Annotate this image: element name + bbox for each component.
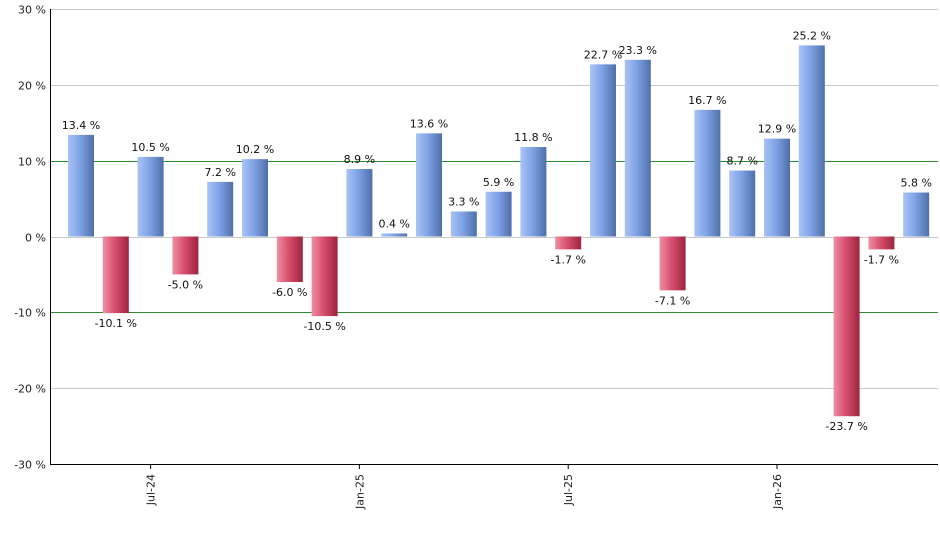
x-tick-label: Jul-24 xyxy=(145,474,158,506)
positive-bar xyxy=(520,147,547,237)
data-label: -10.1 % xyxy=(95,317,137,330)
negative-bar xyxy=(311,236,338,317)
positive-bar xyxy=(68,134,94,237)
data-labels: 13.4 % -10.1 % 10.5 % -5.0 % 7.2 %10.2 % -6.0… xyxy=(62,29,932,433)
data-label: 7.2 % xyxy=(204,166,235,179)
positive-bar xyxy=(694,109,721,237)
data-label: 5.9 % xyxy=(483,176,514,189)
data-label: -6.0 % xyxy=(272,286,307,299)
positive-bar xyxy=(590,64,616,237)
data-label: 13.4 % xyxy=(62,119,100,132)
data-label: 3.3 % xyxy=(448,195,479,208)
y-tick-label: -30 % xyxy=(14,459,46,472)
negative-bar xyxy=(868,236,895,250)
negative-bar xyxy=(555,236,582,250)
data-label: 0.4 % xyxy=(378,217,409,230)
data-label: -7.1 % xyxy=(655,294,690,307)
y-tick-label: 20 % xyxy=(18,80,46,93)
positive-bar xyxy=(764,138,790,237)
data-label: 16.7 % xyxy=(688,94,726,107)
negative-bar xyxy=(276,236,303,282)
axes: 30 % 20 % 10 % 0 % -10 % -20 % -30 % Jul-24 Jan-… xyxy=(14,4,938,510)
positive-bar xyxy=(242,159,268,237)
y-tick-label: 30 % xyxy=(18,4,46,17)
data-label: -1.7 % xyxy=(864,253,899,266)
data-label: 8.9 % xyxy=(344,153,375,166)
positive-bar xyxy=(624,59,651,237)
data-label: -23.7 % xyxy=(825,420,867,433)
negative-bar xyxy=(102,236,129,314)
positive-bar xyxy=(381,233,408,237)
data-label: -5.0 % xyxy=(168,278,203,291)
y-tick-label: -20 % xyxy=(14,383,46,396)
x-tick-label: Jul-25 xyxy=(562,474,575,506)
negative-bar xyxy=(172,236,199,275)
x-tick-label: Jan-25 xyxy=(353,474,366,510)
data-label: 10.5 % xyxy=(131,141,169,154)
data-label: 12.9 % xyxy=(758,123,796,136)
data-label: 23.3 % xyxy=(619,44,657,57)
positive-bar xyxy=(903,192,930,237)
y-tick-label: 0 % xyxy=(25,232,46,245)
positive-bar xyxy=(346,169,373,237)
data-label: 13.6 % xyxy=(410,117,448,130)
data-label: -10.5 % xyxy=(303,320,345,333)
data-label: -1.7 % xyxy=(550,253,585,266)
x-tick-label: Jan-26 xyxy=(771,474,784,510)
positive-bar xyxy=(485,191,512,237)
positive-bar xyxy=(798,45,825,237)
positive-bar xyxy=(137,156,164,237)
negative-bar xyxy=(833,236,860,417)
data-label: 10.2 % xyxy=(236,143,274,156)
bars xyxy=(68,45,930,417)
positive-bar xyxy=(416,133,442,237)
y-tick-label: -10 % xyxy=(14,307,46,320)
y-tick-label: 10 % xyxy=(18,156,46,169)
positive-bar xyxy=(207,181,234,237)
negative-bar xyxy=(659,236,686,291)
data-label: 11.8 % xyxy=(514,131,552,144)
data-label: 5.8 % xyxy=(900,177,931,190)
data-label: 22.7 % xyxy=(584,48,622,61)
data-label: 25.2 % xyxy=(793,29,831,42)
data-label: 8.7 % xyxy=(726,155,757,168)
positive-bar xyxy=(729,170,756,237)
positive-bar xyxy=(450,211,477,237)
